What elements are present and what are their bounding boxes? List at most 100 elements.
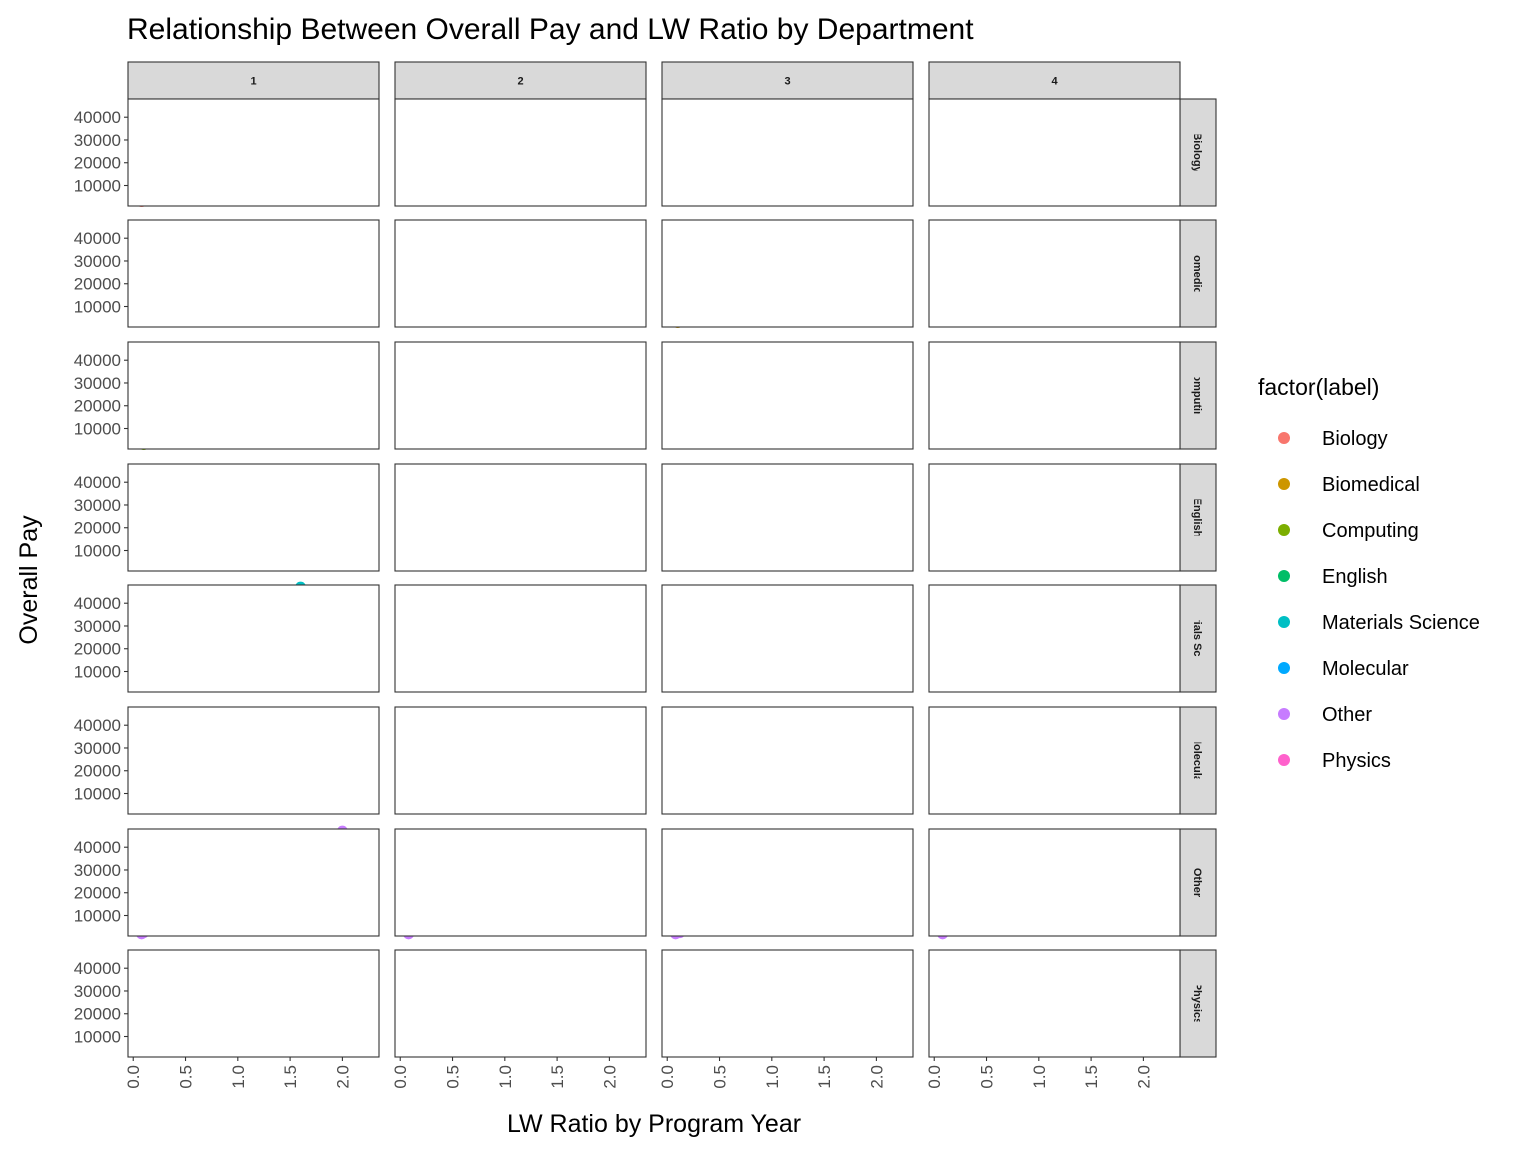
facet-panel — [127, 98, 380, 208]
y-tick-label: 40000 — [74, 838, 121, 857]
legend-entry-label: Materials Science — [1322, 612, 1480, 634]
facet-panel — [394, 706, 647, 815]
panel-border — [127, 828, 380, 937]
panel-border — [661, 584, 914, 693]
x-tick-label: 1.5 — [1082, 1065, 1101, 1089]
y-tick-label: 20000 — [74, 397, 121, 416]
facet-panel — [661, 706, 914, 815]
panel-border — [394, 584, 647, 693]
y-tick-label: 10000 — [74, 785, 121, 804]
y-tick-label: 10000 — [74, 420, 121, 439]
panel-border — [394, 98, 647, 207]
y-tick-label: 20000 — [74, 1005, 121, 1024]
y-tick-label: 20000 — [74, 884, 121, 903]
facet-panel — [394, 584, 647, 693]
y-tick-label: 40000 — [74, 594, 121, 613]
y-tick-label: 20000 — [74, 762, 121, 781]
facet-panel — [394, 98, 647, 207]
y-tick-label: 20000 — [74, 640, 121, 659]
panel-border — [394, 463, 647, 572]
facet-panel — [928, 584, 1181, 693]
facet-panel — [127, 581, 380, 693]
panel-border — [127, 584, 380, 693]
y-tick-label: 40000 — [74, 351, 121, 370]
panel-border — [127, 949, 380, 1058]
legend-key — [1278, 432, 1290, 444]
x-tick-label: 1.0 — [1030, 1065, 1049, 1089]
panel-border — [928, 219, 1181, 328]
panel-border — [928, 341, 1181, 450]
row-strip — [1179, 341, 1217, 450]
legend-entry-label: Other — [1322, 704, 1372, 726]
x-tick-label: 0.0 — [124, 1065, 143, 1089]
row-strip — [1179, 584, 1217, 693]
facet-grid: 1 2 3 4 Biology Biomedical Computing English Mat… — [74, 61, 1217, 1089]
facet-panel — [394, 219, 647, 328]
panel-border — [127, 341, 380, 450]
legend-entry-label: Computing — [1322, 520, 1419, 542]
x-tick-label: 2.0 — [867, 1065, 886, 1089]
row-strip-label: Other — [1191, 868, 1203, 898]
row-strip — [1179, 949, 1217, 1058]
panel-border — [928, 828, 1181, 937]
row-strip-label: Molecular — [1191, 735, 1203, 787]
column-strip — [127, 61, 380, 100]
x-tick-label: 2.0 — [1134, 1065, 1153, 1089]
facet-panel — [127, 219, 380, 328]
facet-panel — [394, 949, 647, 1058]
legend-key — [1278, 570, 1290, 582]
y-axis-title: Overall Pay — [15, 515, 43, 645]
y-tick-label: 30000 — [74, 739, 121, 758]
panel-border — [661, 828, 914, 937]
panel-border — [127, 706, 380, 815]
panel-border — [127, 98, 380, 207]
panel-border — [394, 219, 647, 328]
row-strip — [1179, 463, 1217, 572]
row-strip-label: Physics — [1191, 983, 1203, 1025]
x-tick-label: 2.0 — [333, 1065, 352, 1089]
facet-panel — [928, 828, 1181, 940]
column-strip-label: 1 — [250, 76, 256, 88]
legend: factor(label) Biology Biomedical Computing… — [1258, 374, 1480, 772]
x-tick-label: 0.5 — [444, 1065, 463, 1089]
legend-title: factor(label) — [1258, 374, 1379, 400]
legend-entry-label: Physics — [1322, 750, 1391, 772]
legend-key — [1278, 708, 1290, 720]
x-tick-label: 2.0 — [600, 1065, 619, 1089]
x-tick-label: 0.0 — [391, 1065, 410, 1089]
legend-entry-label: Biology — [1322, 428, 1388, 450]
y-tick-label: 10000 — [74, 177, 121, 196]
y-tick-label: 10000 — [74, 298, 121, 317]
x-tick-label: 1.0 — [496, 1065, 515, 1089]
legend-key — [1278, 524, 1290, 536]
panel-border — [127, 219, 380, 328]
panel-border — [928, 463, 1181, 572]
y-tick-label: 40000 — [74, 229, 121, 248]
y-tick-label: 40000 — [74, 716, 121, 735]
column-strip — [928, 61, 1181, 100]
legend-entry-label: Biomedical — [1322, 474, 1420, 496]
y-tick-label: 40000 — [74, 959, 121, 978]
y-tick-label: 20000 — [74, 275, 121, 294]
row-strip-label: Biomedical — [1191, 244, 1203, 303]
facet-panel — [127, 341, 380, 451]
y-tick-label: 10000 — [74, 663, 121, 682]
legend-key — [1278, 616, 1290, 628]
legend-key — [1278, 478, 1290, 490]
facet-panel — [661, 949, 914, 1058]
facet-panel — [661, 584, 914, 693]
y-tick-label: 30000 — [74, 496, 121, 515]
column-strip-label: 2 — [517, 76, 523, 88]
y-tick-label: 40000 — [74, 108, 121, 127]
panel-border — [394, 341, 647, 450]
panel-border — [661, 98, 914, 207]
facet-panel — [394, 828, 647, 940]
facet-panel — [661, 98, 914, 207]
facet-panel — [394, 463, 647, 572]
x-tick-label: 0.5 — [711, 1065, 730, 1089]
x-axis-title: LW Ratio by Program Year — [507, 1110, 801, 1138]
x-tick-label: 0.0 — [658, 1065, 677, 1089]
row-strip — [1179, 706, 1217, 815]
row-strip-label: English — [1191, 498, 1203, 538]
